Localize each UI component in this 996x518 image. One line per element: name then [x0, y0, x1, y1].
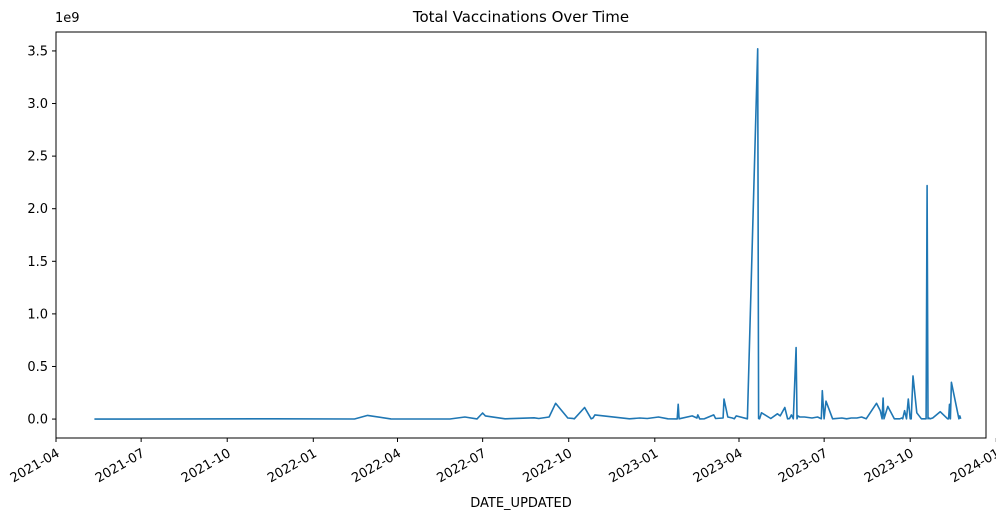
x-tick-label: 2022-04: [349, 446, 404, 486]
y-tick-label: 2.5: [27, 150, 48, 165]
x-axis-label: DATE_UPDATED: [470, 496, 572, 511]
y-tick-label: 2.0: [27, 202, 48, 217]
y-tick-label: 0.5: [27, 360, 48, 375]
y-axis: 0.0 0.5 1.0 1.5 2.0 2.5 3.0 3.5: [27, 44, 56, 428]
x-tick-label: 2021-07: [93, 446, 148, 486]
y-tick-label: 3.5: [27, 44, 48, 59]
x-tick-label: 2023-10: [862, 446, 917, 486]
x-tick-label: 2021-04: [8, 446, 63, 486]
chart-title: Total Vaccinations Over Time: [412, 8, 629, 26]
y-tick-label: 1.0: [27, 307, 48, 322]
y-tick-label: 1.5: [27, 255, 48, 270]
y-tick-label: 3.0: [27, 97, 48, 112]
series-layer: [94, 47, 962, 420]
x-tick-label: 2022-10: [521, 446, 576, 486]
series-line: [94, 47, 962, 420]
x-tick-label: 2023-07: [776, 446, 831, 486]
x-axis: 2021-04 2021-07 2021-10 2022-01 2022-04 2022-…: [8, 438, 996, 486]
plot-frame: [55, 31, 987, 439]
x-tick-label: 2022-01: [265, 446, 320, 486]
plot-border: [55, 31, 987, 439]
x-tick-label: 2021-10: [179, 446, 234, 486]
x-tick-label: 2022-07: [434, 446, 489, 486]
x-tick-label: 2023-04: [691, 446, 746, 486]
x-tick-label: 2024-01: [948, 446, 996, 486]
y-offset-text: 1e9: [55, 11, 80, 26]
y-tick-label: 0.0: [27, 413, 48, 428]
x-tick-label: 2023-01: [607, 446, 662, 486]
